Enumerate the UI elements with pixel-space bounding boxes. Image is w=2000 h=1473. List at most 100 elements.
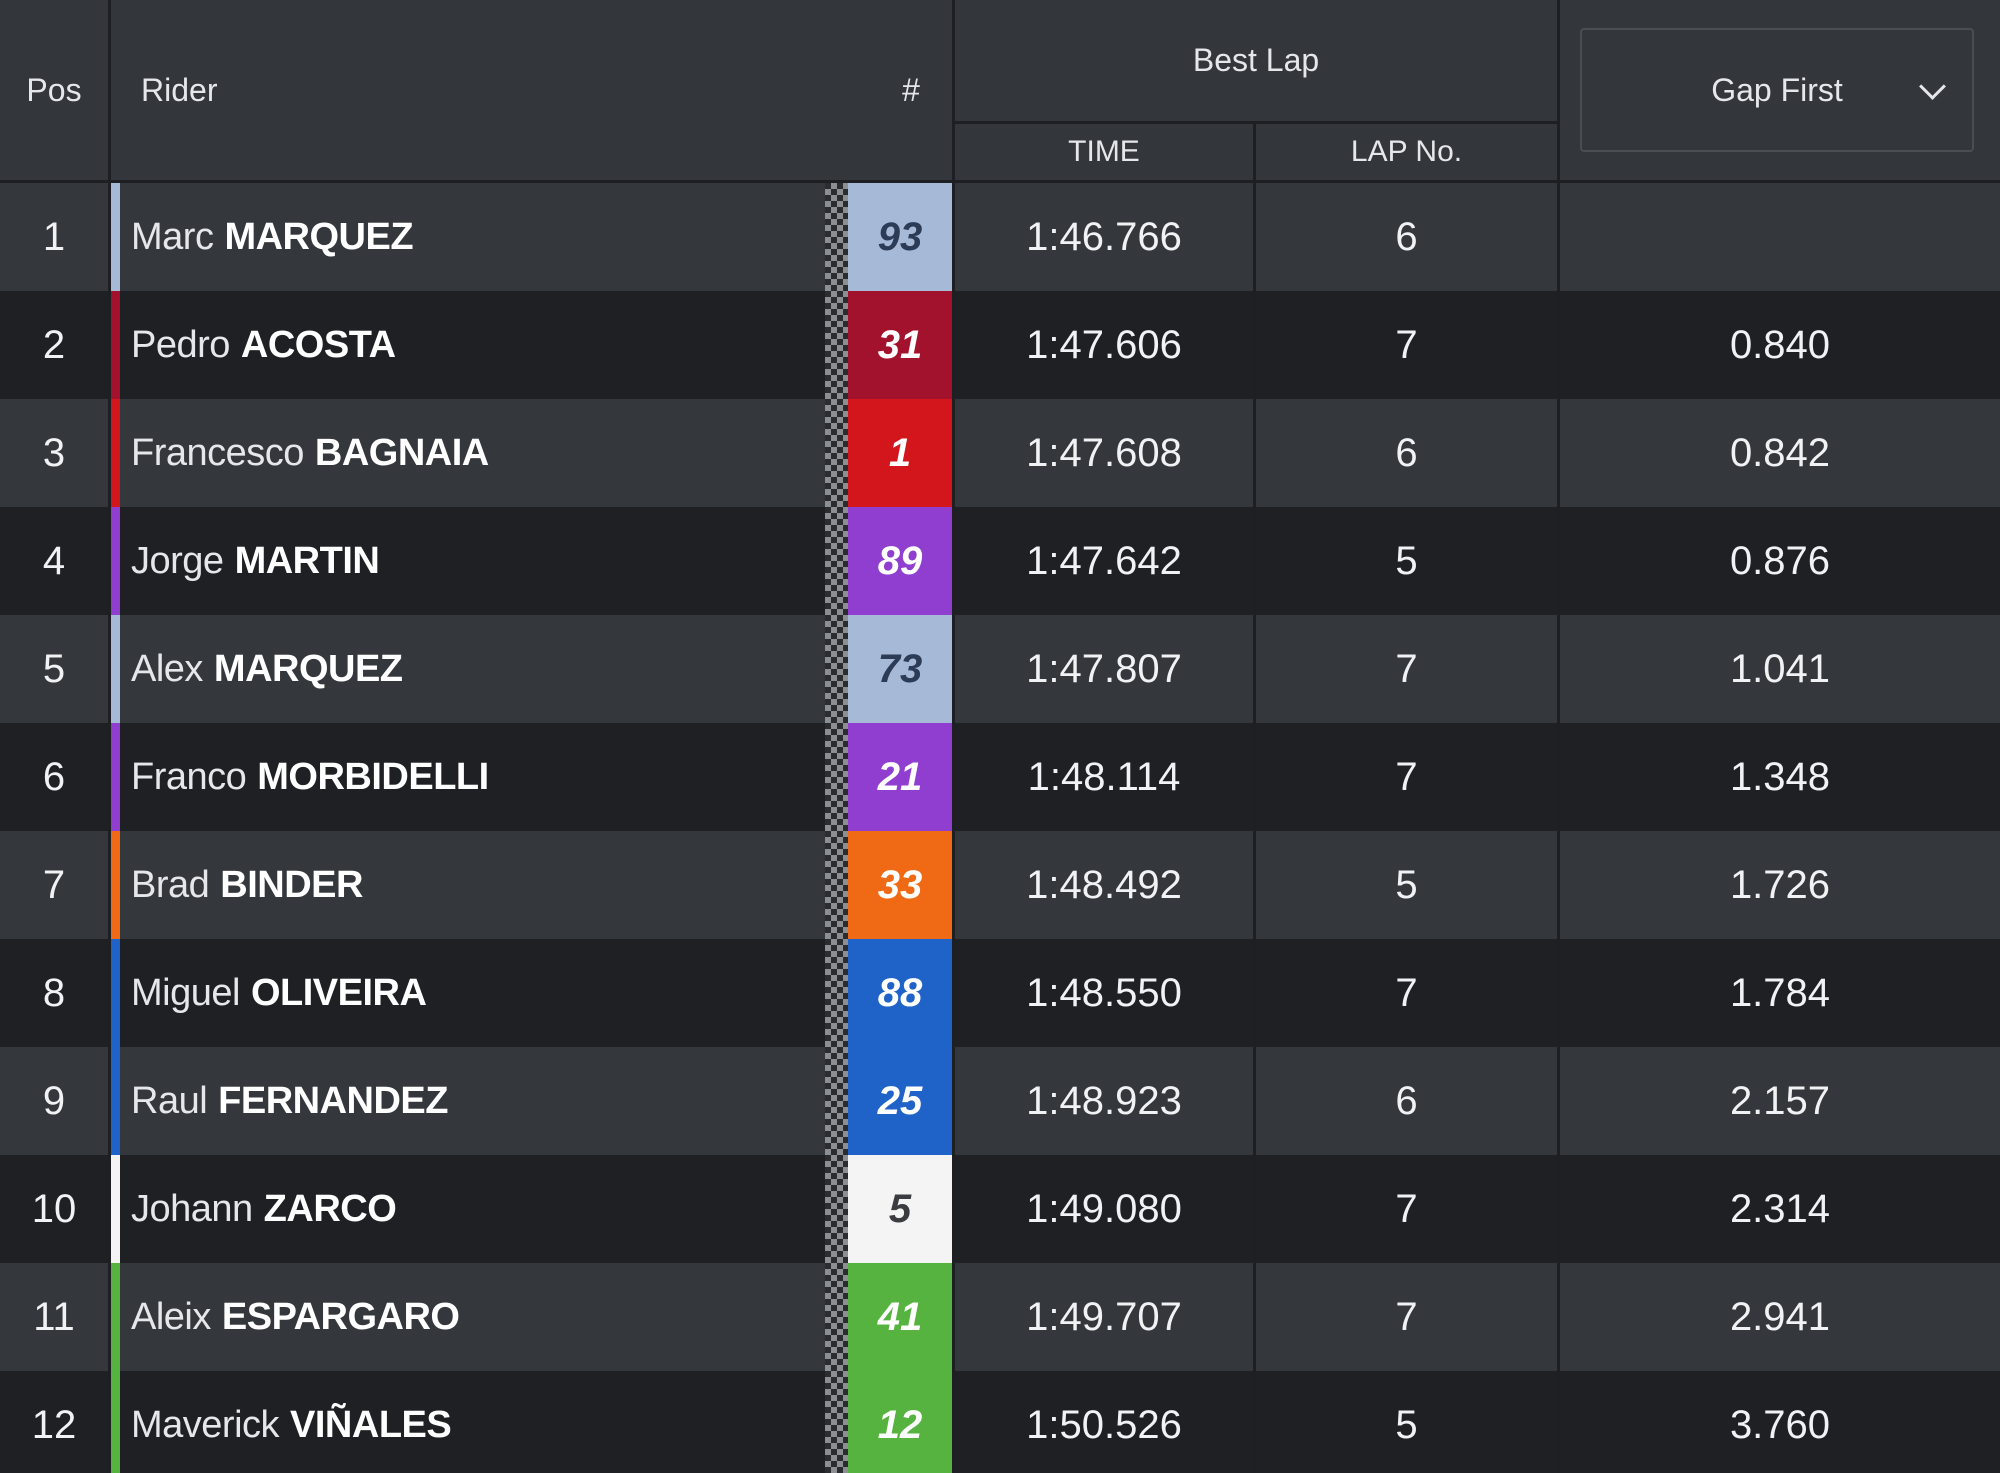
rider-first-name: Pedro	[131, 323, 230, 366]
gap-select[interactable]: Gap First	[1580, 28, 1974, 152]
table-row[interactable]: 7 Brad BINDER 33 1:48.492 5 1.726	[0, 831, 2000, 939]
rider-number-badge: 93	[848, 183, 952, 291]
checkered-flag-pattern	[825, 615, 848, 723]
best-lap-number: 5	[1256, 831, 1557, 939]
team-color-bar	[111, 1155, 120, 1263]
checkered-flag-pattern	[825, 1047, 848, 1155]
team-color-bar	[111, 507, 120, 615]
rider-first-name: Francesco	[131, 431, 304, 474]
team-color-bar	[111, 831, 120, 939]
best-lap-number: 6	[1256, 399, 1557, 507]
row-rider: Maverick VIÑALES	[111, 1371, 831, 1473]
gap-first: 0.840	[1560, 291, 2000, 399]
row-rider: Marc MARQUEZ	[111, 183, 831, 291]
gap-first: 2.314	[1560, 1155, 2000, 1263]
header-time-label: TIME	[1068, 135, 1140, 168]
rider-number-badge: 25	[848, 1047, 952, 1155]
row-position: 11	[0, 1263, 108, 1371]
best-lap-time: 1:49.080	[955, 1155, 1253, 1263]
row-position: 5	[0, 615, 108, 723]
header-rider-label: Rider	[141, 71, 218, 108]
gap-first: 1.784	[1560, 939, 2000, 1047]
rider-last-name: OLIVEIRA	[250, 971, 427, 1014]
rider-first-name: Miguel	[131, 971, 240, 1014]
best-lap-time: 1:49.707	[955, 1263, 1253, 1371]
best-lap-number: 7	[1256, 615, 1557, 723]
rider-last-name: MARQUEZ	[213, 647, 403, 690]
table-row[interactable]: 5 Alex MARQUEZ 73 1:47.807 7 1.041	[0, 615, 2000, 723]
row-rider: Alex MARQUEZ	[111, 615, 831, 723]
rider-first-name: Johann	[131, 1187, 253, 1230]
best-lap-time: 1:47.807	[955, 615, 1253, 723]
rider-number-badge: 1	[848, 399, 952, 507]
rider-number-badge: 88	[848, 939, 952, 1047]
team-color-bar	[111, 1047, 120, 1155]
rider-last-name: BINDER	[220, 863, 363, 906]
best-lap-time: 1:47.608	[955, 399, 1253, 507]
header-lap-no-label: LAP No.	[1350, 135, 1463, 168]
gap-first: 2.157	[1560, 1047, 2000, 1155]
rider-first-name: Brad	[131, 863, 210, 906]
team-color-bar	[111, 939, 120, 1047]
best-lap-number: 7	[1256, 1263, 1557, 1371]
table-row[interactable]: 11 Aleix ESPARGARO 41 1:49.707 7 2.941	[0, 1263, 2000, 1371]
header-rider: Rider	[111, 0, 952, 180]
gap-first: 1.041	[1560, 615, 2000, 723]
checkered-flag-pattern	[825, 831, 848, 939]
row-position: 2	[0, 291, 108, 399]
row-position: 3	[0, 399, 108, 507]
best-lap-time: 1:48.114	[955, 723, 1253, 831]
best-lap-number: 7	[1256, 723, 1557, 831]
rider-number-badge: 5	[848, 1155, 952, 1263]
checkered-flag-pattern	[825, 291, 848, 399]
rider-number-badge: 31	[848, 291, 952, 399]
row-position: 4	[0, 507, 108, 615]
team-color-bar	[111, 723, 120, 831]
table-row[interactable]: 12 Maverick VIÑALES 12 1:50.526 5 3.760	[0, 1371, 2000, 1473]
checkered-flag-pattern	[825, 1371, 848, 1473]
rider-last-name: MARQUEZ	[224, 215, 414, 258]
table-row[interactable]: 10 Johann ZARCO 5 1:49.080 7 2.314	[0, 1155, 2000, 1263]
checkered-flag-pattern	[825, 1263, 848, 1371]
table-row[interactable]: 2 Pedro ACOSTA 31 1:47.606 7 0.840	[0, 291, 2000, 399]
checkered-flag-pattern	[825, 399, 848, 507]
table-row[interactable]: 4 Jorge MARTIN 89 1:47.642 5 0.876	[0, 507, 2000, 615]
row-position: 10	[0, 1155, 108, 1263]
chevron-down-icon[interactable]	[1919, 73, 1946, 100]
header-pos: Pos	[0, 0, 108, 180]
rider-number-badge: 21	[848, 723, 952, 831]
rider-last-name: ZARCO	[263, 1187, 397, 1230]
row-position: 1	[0, 183, 108, 291]
rider-first-name: Aleix	[131, 1295, 211, 1338]
header-lap-no: LAP No.	[1256, 124, 1557, 180]
row-position: 6	[0, 723, 108, 831]
checkered-flag-pattern	[825, 507, 848, 615]
header-time: TIME	[955, 124, 1253, 180]
table-row[interactable]: 6 Franco MORBIDELLI 21 1:48.114 7 1.348	[0, 723, 2000, 831]
table-row[interactable]: 3 Francesco BAGNAIA 1 1:47.608 6 0.842	[0, 399, 2000, 507]
row-rider: Johann ZARCO	[111, 1155, 831, 1263]
team-color-bar	[111, 291, 120, 399]
rider-number-badge: 73	[848, 615, 952, 723]
rider-first-name: Raul	[131, 1079, 208, 1122]
row-rider: Aleix ESPARGARO	[111, 1263, 831, 1371]
table-row[interactable]: 8 Miguel OLIVEIRA 88 1:48.550 7 1.784	[0, 939, 2000, 1047]
rider-first-name: Alex	[131, 647, 203, 690]
rider-last-name: BAGNAIA	[314, 431, 489, 474]
row-rider: Brad BINDER	[111, 831, 831, 939]
row-position: 7	[0, 831, 108, 939]
table-row[interactable]: 9 Raul FERNANDEZ 25 1:48.923 6 2.157	[0, 1047, 2000, 1155]
row-rider: Miguel OLIVEIRA	[111, 939, 831, 1047]
rider-last-name: ACOSTA	[240, 323, 396, 366]
checkered-flag-pattern	[825, 1155, 848, 1263]
row-position: 12	[0, 1371, 108, 1473]
best-lap-time: 1:48.923	[955, 1047, 1253, 1155]
best-lap-number: 7	[1256, 291, 1557, 399]
row-position: 9	[0, 1047, 108, 1155]
rider-first-name: Franco	[131, 755, 247, 798]
gap-first	[1560, 183, 2000, 291]
header-number: #	[870, 0, 952, 180]
table-row[interactable]: 1 Marc MARQUEZ 93 1:46.766 6	[0, 183, 2000, 291]
team-color-bar	[111, 183, 120, 291]
best-lap-time: 1:46.766	[955, 183, 1253, 291]
